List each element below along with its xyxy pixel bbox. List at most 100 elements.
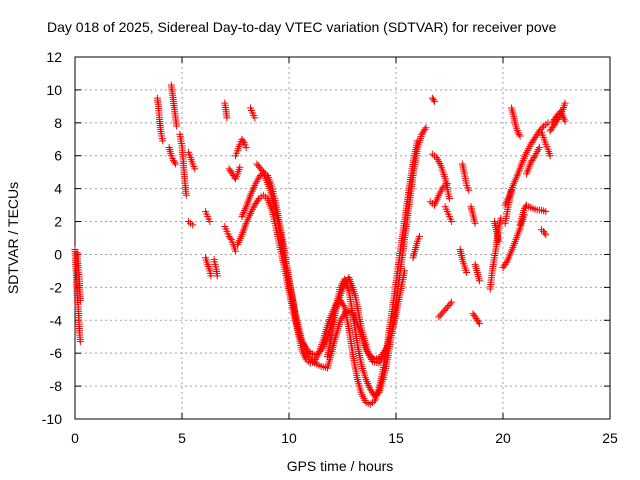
data-point <box>439 308 447 316</box>
data-point <box>226 234 234 242</box>
data-point <box>239 137 247 145</box>
data-point <box>422 124 430 132</box>
data-point <box>553 112 560 120</box>
series-s11 <box>210 255 221 280</box>
x-tick-label: 0 <box>71 430 79 446</box>
y-tick-label: -4 <box>50 312 63 328</box>
y-tick-label: 6 <box>54 148 62 164</box>
series-s26 <box>441 203 456 226</box>
data-point <box>542 208 550 216</box>
data-point <box>189 221 197 229</box>
data-point <box>538 124 546 132</box>
grid-lines <box>75 57 610 419</box>
series-s37 <box>508 104 524 140</box>
y-axis-label: SDTVAR / TECUs <box>5 182 21 294</box>
series-s30 <box>469 310 483 328</box>
data-point <box>256 171 264 179</box>
data-point <box>448 298 456 306</box>
x-tick-label: 15 <box>388 430 404 446</box>
data-point <box>159 137 167 145</box>
data-point <box>445 301 453 309</box>
data-point <box>471 219 479 227</box>
x-tick-label: 25 <box>602 430 618 446</box>
data-point <box>446 195 453 203</box>
data-point <box>542 231 550 239</box>
series-s02 <box>73 249 84 305</box>
data-point <box>223 114 231 122</box>
data-point <box>429 96 437 104</box>
x-tick-label: 20 <box>495 430 511 446</box>
x-axis-label: GPS time / hours <box>287 458 394 474</box>
data-point <box>421 125 429 133</box>
y-tick-label: 8 <box>54 115 62 131</box>
data-point <box>463 269 471 277</box>
data-point <box>495 237 503 245</box>
y-tick-label: 2 <box>54 214 62 230</box>
data-point <box>516 132 524 140</box>
data-point <box>561 117 569 125</box>
series-s09 <box>202 208 214 226</box>
data-point <box>306 354 314 362</box>
y-axis-ticks: -10 -8 -6 -4 -2 0 2 4 6 8 10 12 <box>42 49 610 427</box>
series-s16 <box>246 104 259 122</box>
data-point <box>207 272 215 280</box>
data-point <box>232 247 239 255</box>
data-point <box>515 130 523 138</box>
data-point <box>431 97 439 105</box>
data-point <box>251 114 259 122</box>
series-s31 <box>471 260 483 285</box>
data-point <box>537 125 545 133</box>
data-point <box>254 196 262 204</box>
series-s33 <box>490 218 503 245</box>
data-point <box>475 277 483 285</box>
series-s44 <box>548 107 569 127</box>
series-s42 <box>538 129 554 160</box>
chart-title: Day 018 of 2025, Sidereal Day-to-day VTE… <box>47 19 557 35</box>
data-point <box>206 218 214 226</box>
data-point <box>465 186 473 194</box>
data-point <box>475 320 483 328</box>
series-s25 <box>435 298 456 321</box>
series-s14 <box>225 163 244 183</box>
data-point <box>446 300 454 308</box>
data-point <box>502 259 510 267</box>
series-s04 <box>167 81 181 130</box>
data-point <box>436 311 444 319</box>
series-s41 <box>538 226 550 239</box>
x-tick-label: 5 <box>178 430 186 446</box>
data-point <box>369 354 377 362</box>
data-point <box>304 352 312 360</box>
series-s12 <box>221 99 231 122</box>
data-point <box>383 343 391 351</box>
data-point <box>442 305 450 313</box>
series-s29 <box>467 203 479 227</box>
y-tick-label: -10 <box>42 411 62 427</box>
data-point <box>435 313 443 321</box>
series-s39 <box>523 144 543 178</box>
data-point <box>255 173 263 181</box>
series-s15 <box>232 135 250 160</box>
y-tick-label: 4 <box>54 181 62 197</box>
data-point <box>416 232 424 240</box>
y-tick-label: 10 <box>46 82 62 98</box>
series-s23 <box>428 150 453 203</box>
data-point <box>309 357 317 365</box>
data-point <box>541 229 549 237</box>
y-tick-label: -8 <box>50 378 63 394</box>
data-point <box>443 303 451 311</box>
series-s05 <box>165 144 180 168</box>
data-point <box>535 144 543 151</box>
y-tick-label: -2 <box>50 279 63 295</box>
data-point <box>367 352 375 360</box>
data-point <box>443 180 451 188</box>
data-point <box>340 301 348 309</box>
y-tick-label: -6 <box>50 345 63 361</box>
series-s38 <box>516 201 531 229</box>
x-axis-ticks: 0 5 10 15 20 25 <box>71 57 618 446</box>
plot-frame <box>74 56 611 420</box>
series-s21 <box>409 232 424 262</box>
data-point <box>242 144 250 151</box>
data-point <box>172 160 180 168</box>
series-s10 <box>202 254 215 280</box>
